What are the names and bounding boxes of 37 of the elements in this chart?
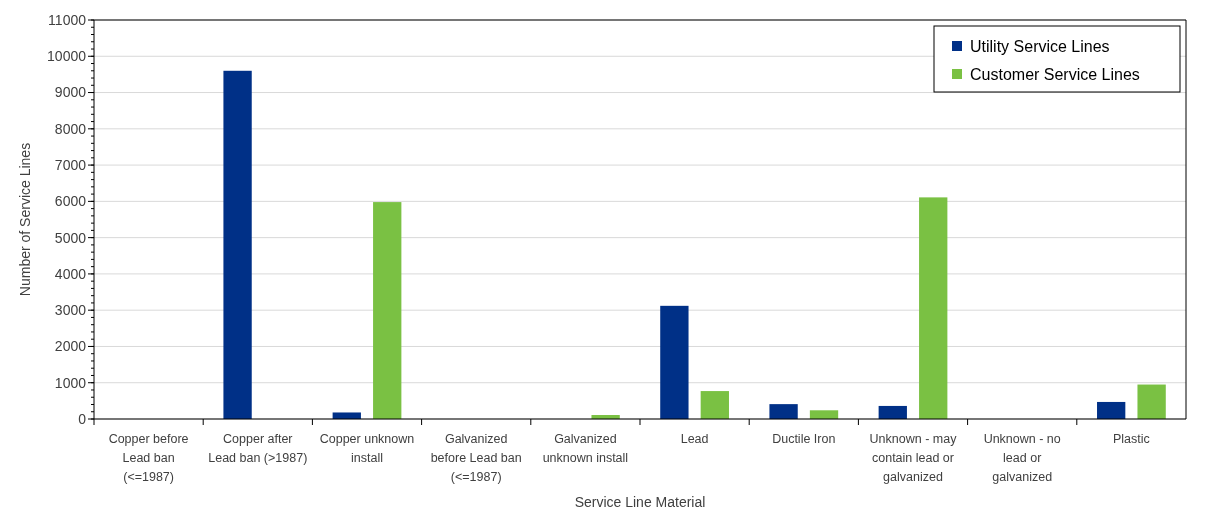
x-tick-label: Galvanized before Lead ban (<=1987) bbox=[430, 432, 522, 484]
bar bbox=[660, 305, 689, 419]
y-tick-label: 7000 bbox=[54, 156, 87, 173]
x-tick-label: Unknown - may contain lead or galvanized bbox=[869, 432, 958, 484]
x-tick-label: Copper after Lead ban (>1987) bbox=[208, 432, 308, 465]
x-tick-label: Copper before Lead ban (<=1987) bbox=[108, 432, 189, 484]
legend-label: Customer Service Lines bbox=[970, 65, 1140, 83]
y-tick-label: 1000 bbox=[54, 374, 87, 391]
legend-label: Utility Service Lines bbox=[970, 37, 1110, 55]
bar bbox=[809, 410, 839, 419]
x-tick-label: Unknown - no lead or galvanized bbox=[983, 432, 1061, 484]
bar bbox=[1097, 401, 1126, 419]
bar bbox=[373, 202, 402, 419]
y-tick-label: 10000 bbox=[47, 48, 87, 65]
x-tick-label: Lead bbox=[680, 432, 709, 446]
x-tick-label: Ductile Iron bbox=[772, 432, 836, 446]
x-tick-label: Galvanized unknown install bbox=[542, 432, 629, 465]
x-tick-label: Copper unknown install bbox=[319, 432, 415, 465]
bar bbox=[878, 405, 907, 419]
y-tick-label: 2000 bbox=[54, 338, 87, 355]
bar bbox=[223, 70, 252, 419]
y-tick-label: 8000 bbox=[54, 120, 87, 137]
y-tick-label: 6000 bbox=[54, 193, 87, 210]
bar bbox=[1137, 384, 1166, 419]
x-tick-label: Plastic bbox=[1112, 432, 1150, 446]
bar bbox=[332, 412, 361, 419]
x-axis-title: Service Line Material bbox=[574, 494, 706, 510]
y-tick-label: 5000 bbox=[54, 229, 87, 246]
y-tick-label: 4000 bbox=[54, 265, 87, 282]
y-tick-label: 3000 bbox=[54, 302, 87, 319]
y-tick-label: 9000 bbox=[54, 84, 87, 101]
bar bbox=[919, 197, 948, 419]
bar bbox=[769, 404, 798, 419]
y-tick-label: 0 bbox=[78, 410, 87, 427]
y-tick-label: 11000 bbox=[48, 11, 87, 28]
bar bbox=[700, 391, 729, 419]
y-axis-title: Number of Service Lines bbox=[17, 142, 33, 297]
